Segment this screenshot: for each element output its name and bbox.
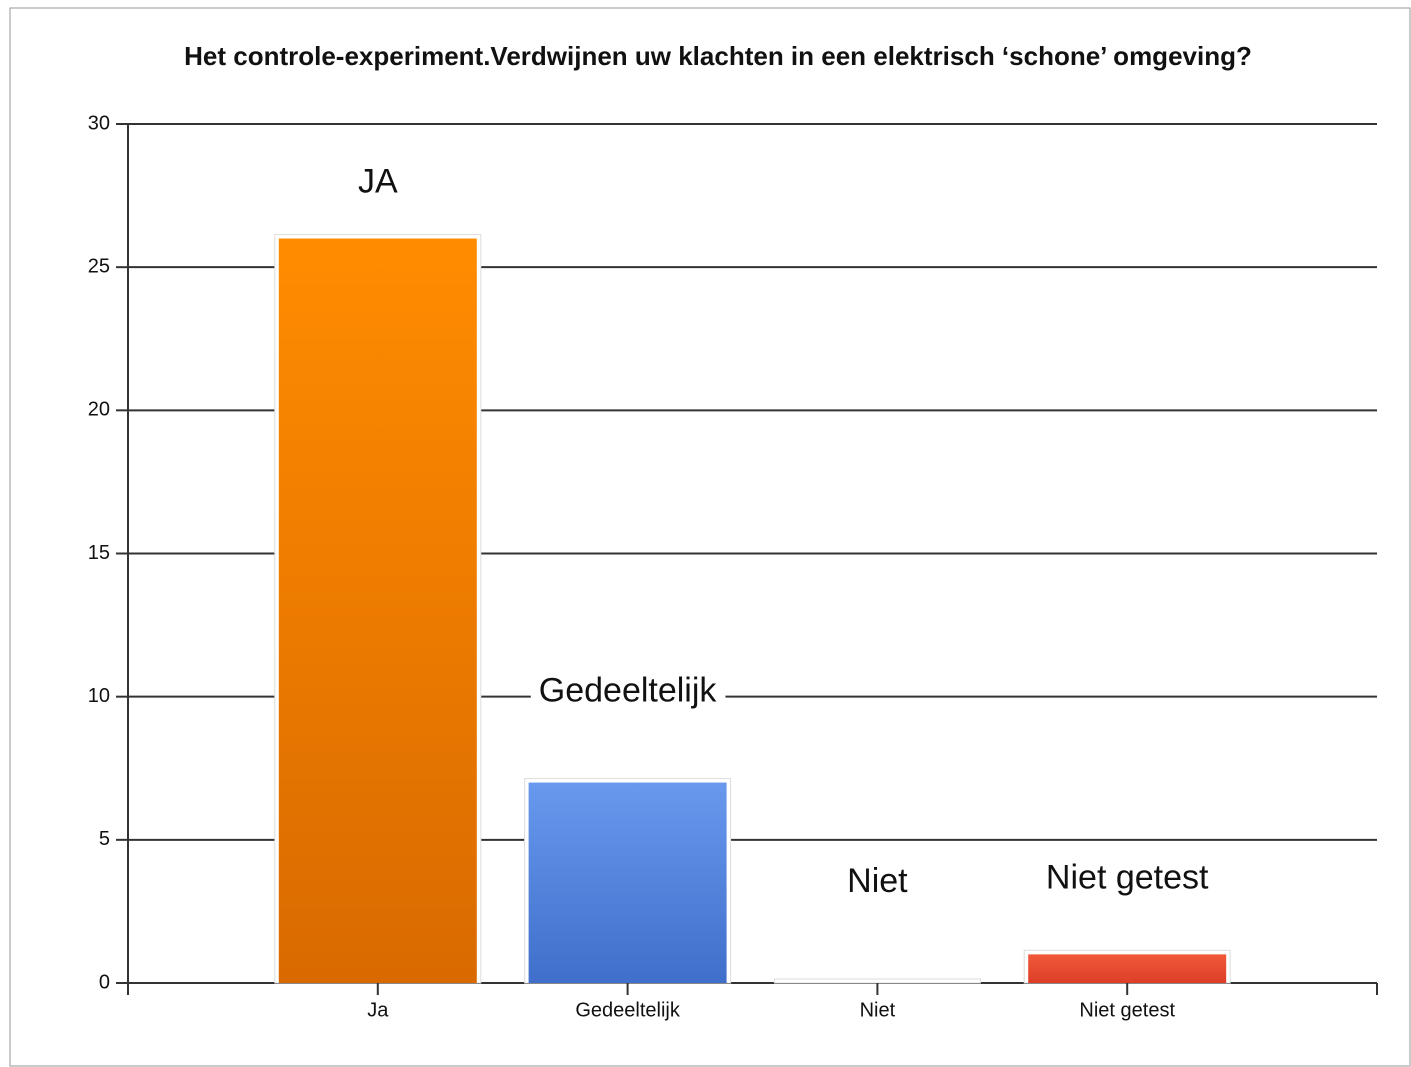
y-tick-label: 20 <box>88 399 110 421</box>
bar <box>278 238 477 984</box>
annotation-bg <box>349 162 406 201</box>
x-tick-label: Niet <box>860 999 896 1021</box>
annotation-bg <box>839 861 917 900</box>
chart-title: Het controle-experiment.Verdwijnen uw kl… <box>184 41 1252 71</box>
annotation: Niet <box>847 862 908 900</box>
y-tick-label: 30 <box>88 112 110 134</box>
y-tick-label: 25 <box>88 255 110 277</box>
bar <box>1028 954 1227 983</box>
y-tick-label: 0 <box>99 971 110 993</box>
annotation: JA <box>358 163 398 201</box>
annotation: Gedeeltelijk <box>539 672 718 710</box>
annotation: Niet getest <box>1046 858 1209 896</box>
y-tick-label: 5 <box>99 828 110 850</box>
x-tick-label: Niet getest <box>1079 999 1175 1021</box>
x-tick-label: Gedeeltelijk <box>575 999 681 1021</box>
bar <box>528 782 727 983</box>
annotation-bg <box>1037 858 1218 897</box>
x-tick-label: Ja <box>367 999 389 1021</box>
bar-halo <box>773 978 981 984</box>
y-tick-label: 10 <box>88 685 110 707</box>
annotation-bg <box>530 671 726 710</box>
y-tick-label: 15 <box>88 542 110 564</box>
